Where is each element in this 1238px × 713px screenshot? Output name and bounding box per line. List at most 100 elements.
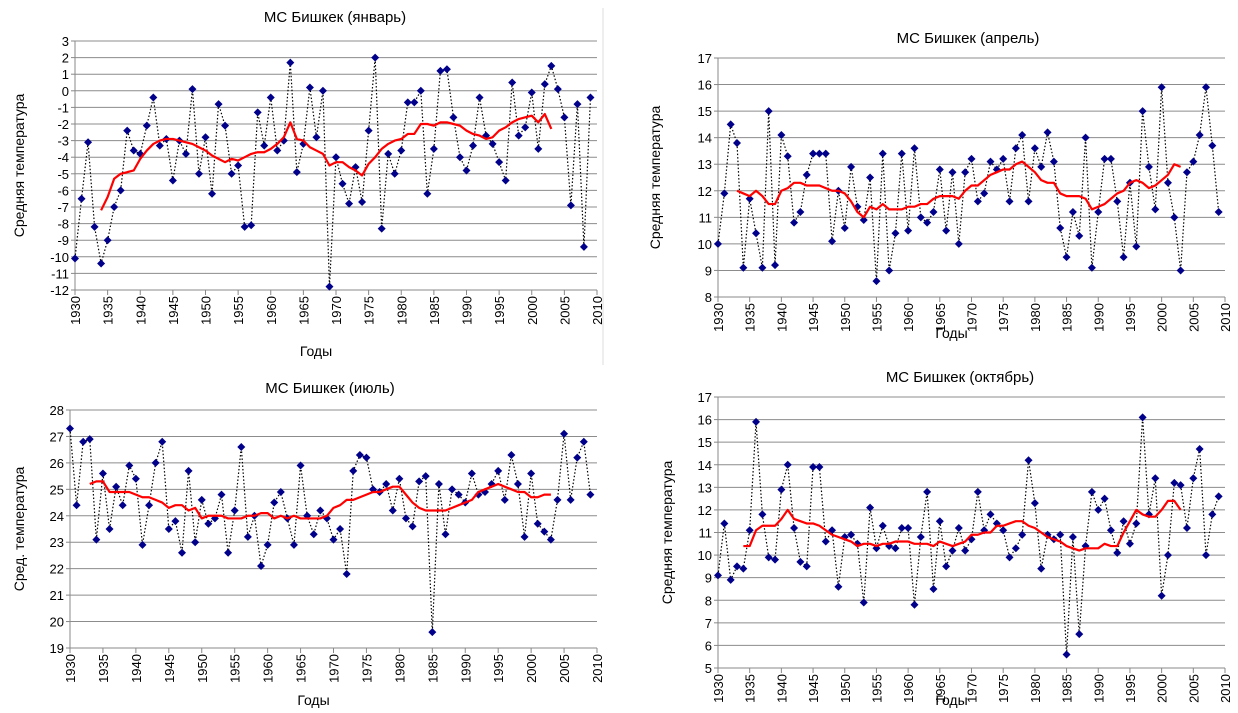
data-point bbox=[289, 540, 298, 549]
data-point bbox=[474, 490, 483, 499]
data-point bbox=[177, 548, 186, 557]
data-point bbox=[1075, 231, 1084, 240]
x-tick-label: 2000 bbox=[1155, 674, 1170, 703]
data-point bbox=[467, 469, 476, 478]
data-point bbox=[1119, 253, 1128, 262]
data-point bbox=[935, 165, 944, 174]
data-point bbox=[777, 131, 786, 140]
moving-average-line bbox=[100, 112, 553, 211]
x-tick-label: 1980 bbox=[1028, 303, 1043, 332]
x-tick-label: 1940 bbox=[774, 674, 789, 703]
y-tick-label: -1 bbox=[57, 100, 69, 115]
data-point bbox=[171, 517, 180, 526]
x-tick-label: 1930 bbox=[711, 303, 726, 332]
data-point bbox=[234, 161, 243, 170]
data-point bbox=[726, 575, 735, 584]
x-tick-label: 2005 bbox=[557, 296, 572, 325]
data-point bbox=[429, 144, 438, 153]
data-point bbox=[527, 88, 536, 97]
y-tick-label: 15 bbox=[698, 435, 712, 450]
x-tick-label: 1935 bbox=[743, 303, 758, 332]
data-point bbox=[859, 598, 868, 607]
y-tick-label: 8 bbox=[705, 593, 712, 608]
data-point bbox=[105, 525, 114, 533]
data-point bbox=[388, 506, 397, 515]
y-tick-label: 17 bbox=[698, 390, 712, 405]
x-tick-label: 1975 bbox=[996, 303, 1011, 332]
data-point bbox=[1151, 474, 1160, 483]
data-point bbox=[923, 487, 932, 496]
data-point bbox=[1094, 208, 1103, 217]
plot: 19 20 21 22 23 24 25 26 27 28 1930 1935 1940 1945 1950… bbox=[11, 380, 605, 708]
x-tick-label: 1970 bbox=[329, 296, 344, 325]
data-point bbox=[714, 239, 722, 248]
y-tick-label: 22 bbox=[50, 562, 64, 577]
data-point bbox=[181, 149, 190, 158]
x-tick-label: 1945 bbox=[806, 674, 821, 703]
data-point bbox=[954, 239, 963, 248]
y-tick-label: 1 bbox=[62, 67, 69, 82]
y-tick-label: 14 bbox=[698, 458, 712, 473]
data-point bbox=[739, 564, 748, 573]
y-tick-label: 26 bbox=[50, 456, 64, 471]
x-tick-label: 1990 bbox=[1091, 674, 1106, 703]
data-point bbox=[224, 548, 233, 557]
data-point bbox=[316, 506, 325, 515]
data-point bbox=[85, 435, 94, 444]
data-point bbox=[125, 461, 134, 470]
data-point bbox=[815, 463, 824, 472]
data-point bbox=[1182, 523, 1191, 532]
y-tick-label: -5 bbox=[57, 167, 69, 182]
data-point bbox=[142, 121, 151, 130]
data-point bbox=[362, 453, 371, 462]
data-point bbox=[129, 146, 138, 155]
data-point bbox=[1113, 197, 1122, 206]
x-tick-label: 2000 bbox=[524, 654, 539, 683]
data-point bbox=[929, 208, 938, 217]
x-tick-label: 1995 bbox=[1123, 674, 1138, 703]
y-tick-label: 8 bbox=[705, 290, 712, 305]
data-point bbox=[1157, 83, 1166, 92]
data-point bbox=[986, 510, 995, 519]
y-axis-label: Сред. температура bbox=[11, 466, 27, 591]
data-point bbox=[885, 266, 894, 275]
plot-area bbox=[70, 410, 597, 648]
data-point bbox=[1195, 131, 1204, 140]
x-tick-label: 1990 bbox=[1091, 303, 1106, 332]
data-point bbox=[1087, 263, 1096, 272]
x-tick-label: 1955 bbox=[869, 674, 884, 703]
data-point bbox=[401, 514, 410, 523]
data-point bbox=[733, 562, 742, 571]
y-tick-label: -8 bbox=[57, 217, 69, 232]
data-point bbox=[1157, 591, 1166, 600]
y-tick-label: -2 bbox=[57, 117, 69, 132]
data-point bbox=[1170, 213, 1179, 222]
y-tick-label: 7 bbox=[705, 616, 712, 631]
data-point bbox=[270, 498, 279, 507]
data-point bbox=[897, 523, 906, 532]
data-point bbox=[149, 93, 158, 102]
data-point bbox=[1056, 530, 1065, 539]
data-point bbox=[866, 503, 875, 512]
y-tick-label: 23 bbox=[50, 535, 64, 550]
data-point bbox=[1119, 517, 1128, 526]
data-point bbox=[1170, 478, 1179, 487]
y-tick-label: -6 bbox=[57, 183, 69, 198]
x-tick-label: 1945 bbox=[162, 654, 177, 683]
data-point bbox=[257, 562, 266, 571]
data-point bbox=[475, 93, 484, 102]
x-tick-label: 1930 bbox=[711, 674, 726, 703]
series-line-dotted bbox=[69, 428, 592, 633]
data-point bbox=[566, 495, 575, 504]
data-point bbox=[384, 149, 393, 158]
y-tick-label: -7 bbox=[57, 200, 69, 215]
data-point bbox=[77, 194, 86, 203]
data-point bbox=[494, 466, 503, 475]
data-point bbox=[164, 525, 173, 533]
y-tick-label: 13 bbox=[698, 480, 712, 495]
y-tick-label: 12 bbox=[698, 503, 712, 518]
data-point bbox=[1081, 133, 1090, 142]
chart-title: МС Бишкек (январь) bbox=[264, 9, 406, 26]
data-point bbox=[415, 477, 424, 486]
x-tick-label: 1970 bbox=[965, 303, 980, 332]
